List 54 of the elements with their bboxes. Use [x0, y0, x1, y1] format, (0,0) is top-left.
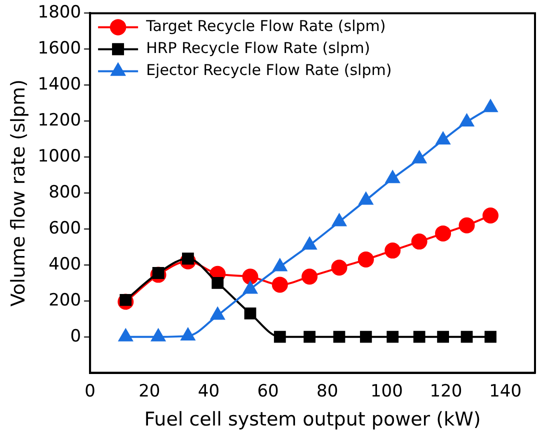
point	[243, 281, 258, 294]
point	[458, 217, 475, 234]
point	[212, 276, 224, 289]
x-tick-label: 140	[489, 381, 522, 402]
y-tick-label: 0	[70, 326, 82, 346]
y-tick-label: 1000	[38, 146, 82, 166]
point	[242, 268, 258, 285]
y-tick-label: 800	[48, 182, 82, 202]
point	[483, 100, 498, 112]
point	[386, 330, 399, 343]
point	[484, 330, 496, 343]
point	[302, 268, 318, 285]
point	[411, 234, 428, 250]
point	[437, 330, 449, 343]
x-tick-label: 40	[198, 381, 220, 402]
x-tick-label: 0	[84, 381, 96, 402]
point	[384, 242, 401, 259]
y-tick-label: 600	[48, 218, 82, 238]
point	[272, 258, 287, 272]
point	[332, 214, 346, 226]
y-tick-label: 1600	[38, 38, 82, 59]
point	[360, 330, 372, 343]
point	[460, 114, 474, 126]
legend-label: HRP Recycle Flow Rate (slpm)	[146, 39, 370, 58]
y-tick-label: 200	[48, 290, 82, 310]
point	[358, 252, 374, 268]
point	[244, 308, 256, 320]
point	[436, 132, 450, 144]
y-axis-title: Volume flow rate (slpm)	[7, 79, 30, 307]
y-tick-label: 400	[48, 254, 82, 274]
point	[482, 207, 499, 224]
point	[460, 330, 473, 343]
point	[358, 192, 373, 205]
x-tick-label: 20	[138, 381, 160, 402]
y-tick-label: 1200	[38, 110, 82, 130]
legend-label: Ejector Recycle Flow Rate (slpm)	[146, 61, 392, 80]
x-axis-title: Fuel cell system output power (kW)	[144, 408, 481, 431]
point	[412, 150, 426, 164]
point	[386, 170, 400, 184]
point	[413, 330, 426, 343]
x-tick-label: 60	[257, 381, 279, 402]
point	[274, 330, 286, 343]
point	[333, 330, 346, 343]
x-tick-label: 80	[316, 381, 338, 402]
y-tick-label: 1400	[38, 74, 82, 95]
legend-label: Target Recycle Flow Rate (slpm)	[145, 17, 386, 36]
point	[304, 330, 316, 343]
point	[272, 276, 288, 293]
x-tick-label: 100	[370, 381, 403, 402]
point	[435, 225, 452, 242]
point	[302, 237, 317, 250]
point	[331, 260, 348, 276]
y-tick-label: 1800	[38, 2, 82, 23]
x-tick-label: 120	[430, 381, 462, 402]
